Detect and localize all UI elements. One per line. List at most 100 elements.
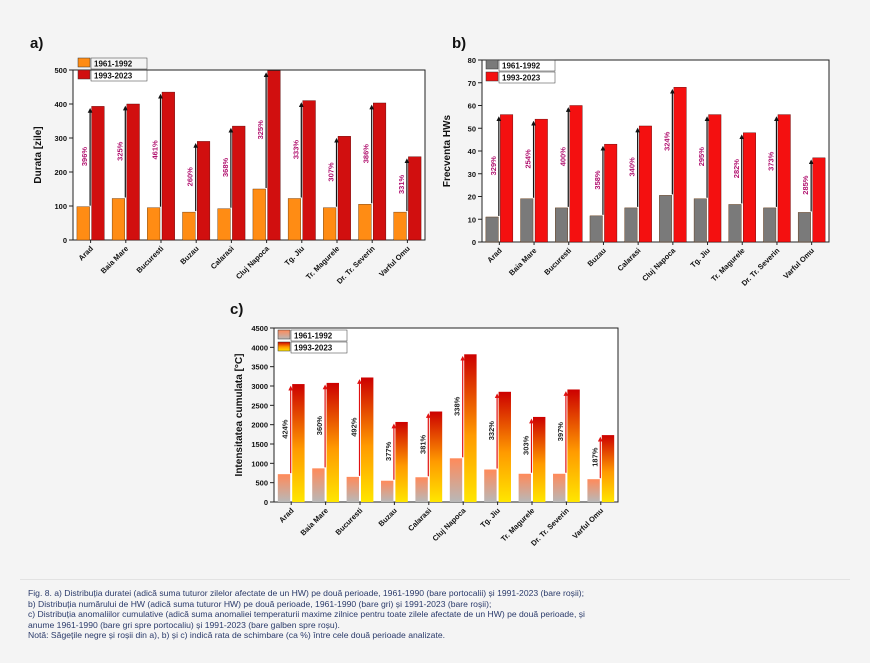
x-tick-label: Cluj Napoca: [640, 245, 678, 283]
bar-1993-2023: [498, 391, 511, 502]
bar-1993-2023: [267, 70, 281, 241]
legend-box: [498, 71, 556, 84]
change-label: 187%: [590, 447, 599, 467]
bar-1993-2023: [408, 156, 422, 241]
x-tick-label: Bucuresti: [334, 506, 365, 537]
bar-1961-1992: [287, 198, 301, 241]
x-tick-label: Buzau: [377, 506, 400, 529]
bar-1961-1992: [449, 458, 463, 502]
y-tick-label: 400: [54, 100, 67, 109]
change-label: 282%: [732, 159, 741, 179]
bar-1993-2023: [326, 382, 339, 502]
x-tick-label: Tg. Jiu: [283, 244, 307, 268]
change-label: 377%: [384, 441, 393, 461]
bar-1993-2023: [743, 132, 756, 243]
change-label: 492%: [350, 417, 359, 437]
bar-1961-1992: [555, 207, 568, 243]
x-tick-label: Arad: [485, 246, 504, 265]
bar-1993-2023: [533, 416, 546, 502]
bar-1993-2023: [638, 125, 652, 243]
panel-label: c): [230, 301, 243, 318]
change-label: 461%: [151, 140, 160, 160]
chart-panel-b: b) 0 10 20 30 40 50 60 70 80 Frecventa HWs 329% Arad…: [442, 35, 830, 288]
bar-1961-1992: [252, 188, 266, 241]
caption-line-5: Notă: Săgețile negre și roșii din a), b)…: [28, 630, 446, 641]
change-label: 325%: [256, 120, 265, 140]
y-tick-label: 500: [255, 479, 268, 488]
y-tick-label: 20: [468, 193, 476, 202]
chart-panel-a: a) 0 100 200 300 400 500 Durata [zile] 396% Arad 3…: [30, 35, 426, 286]
panel-label: b): [452, 35, 466, 52]
legend-swatch: [277, 341, 291, 352]
legend-box: [290, 329, 348, 342]
y-axis-label: Frecventa HWs: [442, 114, 453, 187]
x-tick-label: Cluj Napoca: [234, 243, 272, 281]
change-label: 368%: [221, 157, 230, 177]
x-tick-label: Tg. Jiu: [689, 246, 713, 270]
y-axis-label: Intensitatea cumulata [°C]: [234, 354, 245, 477]
bar-1961-1992: [728, 204, 742, 243]
caption-line-3: c) Distribuția anomaliilor cumulative (a…: [28, 609, 585, 620]
figure-caption: Fig. 8. a) Distribuția duratei (adică su…: [28, 588, 848, 641]
bar-1993-2023: [232, 125, 246, 241]
change-label: 373%: [766, 151, 775, 171]
change-label: 254%: [524, 149, 533, 169]
change-label: 295%: [697, 147, 706, 167]
y-tick-label: 4500: [251, 324, 268, 333]
bar-1993-2023: [373, 102, 387, 241]
change-label: 396%: [80, 147, 89, 167]
caption-line-2: b) Distribuția numărului de HW (adică su…: [28, 598, 492, 609]
change-label: 332%: [487, 421, 496, 441]
bar-1993-2023: [812, 157, 826, 243]
y-tick-label: 10: [468, 215, 476, 224]
y-tick-label: 30: [468, 170, 476, 179]
bar-1993-2023: [500, 114, 514, 243]
y-tick-label: 3000: [251, 382, 268, 391]
bar-1961-1992: [415, 477, 428, 502]
change-label: 424%: [281, 419, 290, 439]
panel-label: a): [30, 35, 43, 52]
bar-1993-2023: [302, 100, 316, 241]
y-tick-label: 1000: [251, 459, 268, 468]
x-tick-label: Calarasi: [616, 246, 643, 273]
bar-1993-2023: [161, 91, 175, 241]
x-tick-label: Varful Omu: [781, 246, 816, 281]
x-tick-label: Arad: [77, 244, 96, 263]
legend-swatch: [77, 69, 91, 80]
change-label: 333%: [291, 140, 300, 160]
bar-1961-1992: [381, 480, 394, 502]
change-label: 329%: [489, 156, 498, 176]
chart-panel-c: c) 0 500 1000 1500 2000 2500 3000 3500 4000 4500 In…: [230, 301, 619, 548]
y-tick-label: 50: [468, 124, 476, 133]
legend-label: 1993-2023: [294, 344, 333, 353]
bar-1961-1992: [520, 198, 534, 243]
bar-1961-1992: [393, 211, 407, 241]
y-tick-label: 4000: [251, 343, 268, 352]
bar-1961-1992: [111, 198, 125, 241]
bar-1961-1992: [346, 476, 359, 502]
bar-1993-2023: [196, 141, 211, 241]
bar-1961-1992: [553, 473, 566, 502]
y-axis-label: Durata [zile]: [33, 126, 44, 183]
x-tick-label: Varful Omu: [377, 244, 412, 279]
change-label: 324%: [662, 131, 671, 151]
legend-swatch: [77, 57, 91, 68]
bar-1961-1992: [277, 474, 291, 502]
bar-1961-1992: [147, 207, 161, 241]
bar-1961-1992: [659, 195, 673, 243]
x-tick-label: Bucuresti: [135, 244, 166, 275]
x-tick-label: Calarasi: [406, 506, 433, 533]
x-tick-label: Baia Mare: [507, 246, 538, 277]
legend: 1961-1992 1993-2023: [77, 57, 148, 82]
legend-swatch: [277, 329, 291, 340]
bar-1993-2023: [567, 389, 580, 502]
bar-1993-2023: [337, 136, 351, 241]
bar-1961-1992: [76, 206, 90, 241]
y-tick-label: 40: [468, 147, 476, 156]
x-tick-label: Cluj Napoca: [431, 505, 469, 543]
legend-box: [290, 341, 348, 354]
y-tick-label: 500: [54, 66, 67, 75]
bar-1961-1992: [182, 211, 196, 241]
bar-1993-2023: [601, 435, 615, 502]
